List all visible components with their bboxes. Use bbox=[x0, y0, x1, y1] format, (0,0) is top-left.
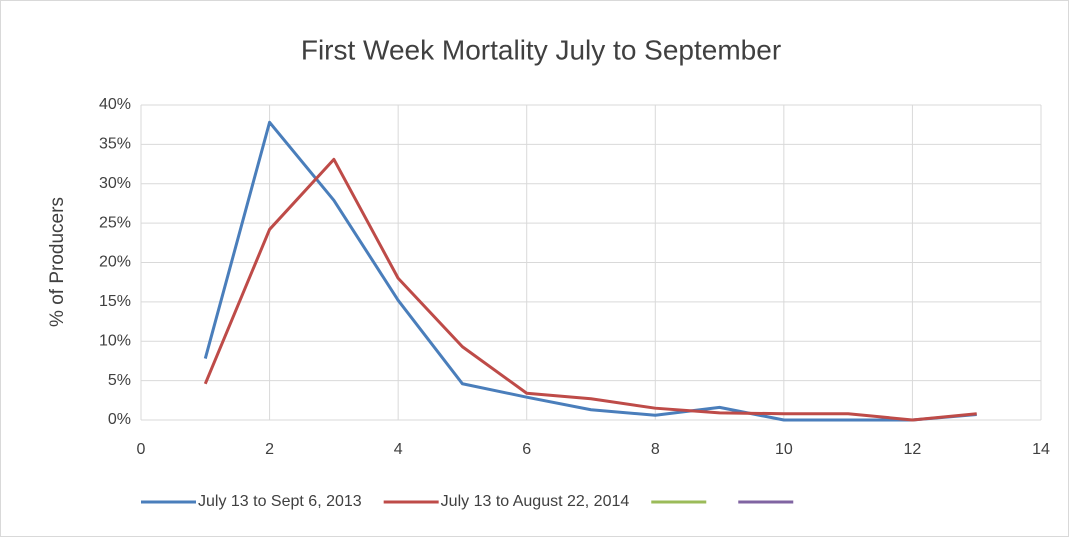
series-line bbox=[203, 120, 977, 422]
x-tick-label: 8 bbox=[651, 441, 660, 458]
x-tick-label: 14 bbox=[1032, 441, 1050, 458]
chart-title: First Week Mortality July to September bbox=[301, 34, 781, 65]
x-tick-label: 6 bbox=[522, 441, 531, 458]
y-axis-label: % of Producers bbox=[47, 197, 68, 327]
series-line bbox=[203, 157, 977, 422]
y-tick-label: 40% bbox=[99, 96, 131, 113]
y-tick-label: 5% bbox=[108, 372, 131, 389]
x-tick-label: 12 bbox=[904, 441, 922, 458]
x-tick-label: 4 bbox=[394, 441, 403, 458]
y-tick-label: 10% bbox=[99, 332, 131, 349]
y-tick-label: 25% bbox=[99, 214, 131, 231]
x-tick-label: 2 bbox=[265, 441, 274, 458]
y-tick-label: 0% bbox=[108, 411, 131, 428]
y-tick-label: 15% bbox=[99, 293, 131, 310]
y-tick-label: 30% bbox=[99, 175, 131, 192]
x-tick-label: 0 bbox=[137, 441, 146, 458]
y-tick-label: 20% bbox=[99, 254, 131, 271]
legend-label: July 13 to Sept 6, 2013 bbox=[198, 493, 362, 510]
legend-label: July 13 to August 22, 2014 bbox=[441, 493, 630, 510]
y-tick-label: 35% bbox=[99, 136, 131, 153]
x-tick-label: 10 bbox=[775, 441, 793, 458]
